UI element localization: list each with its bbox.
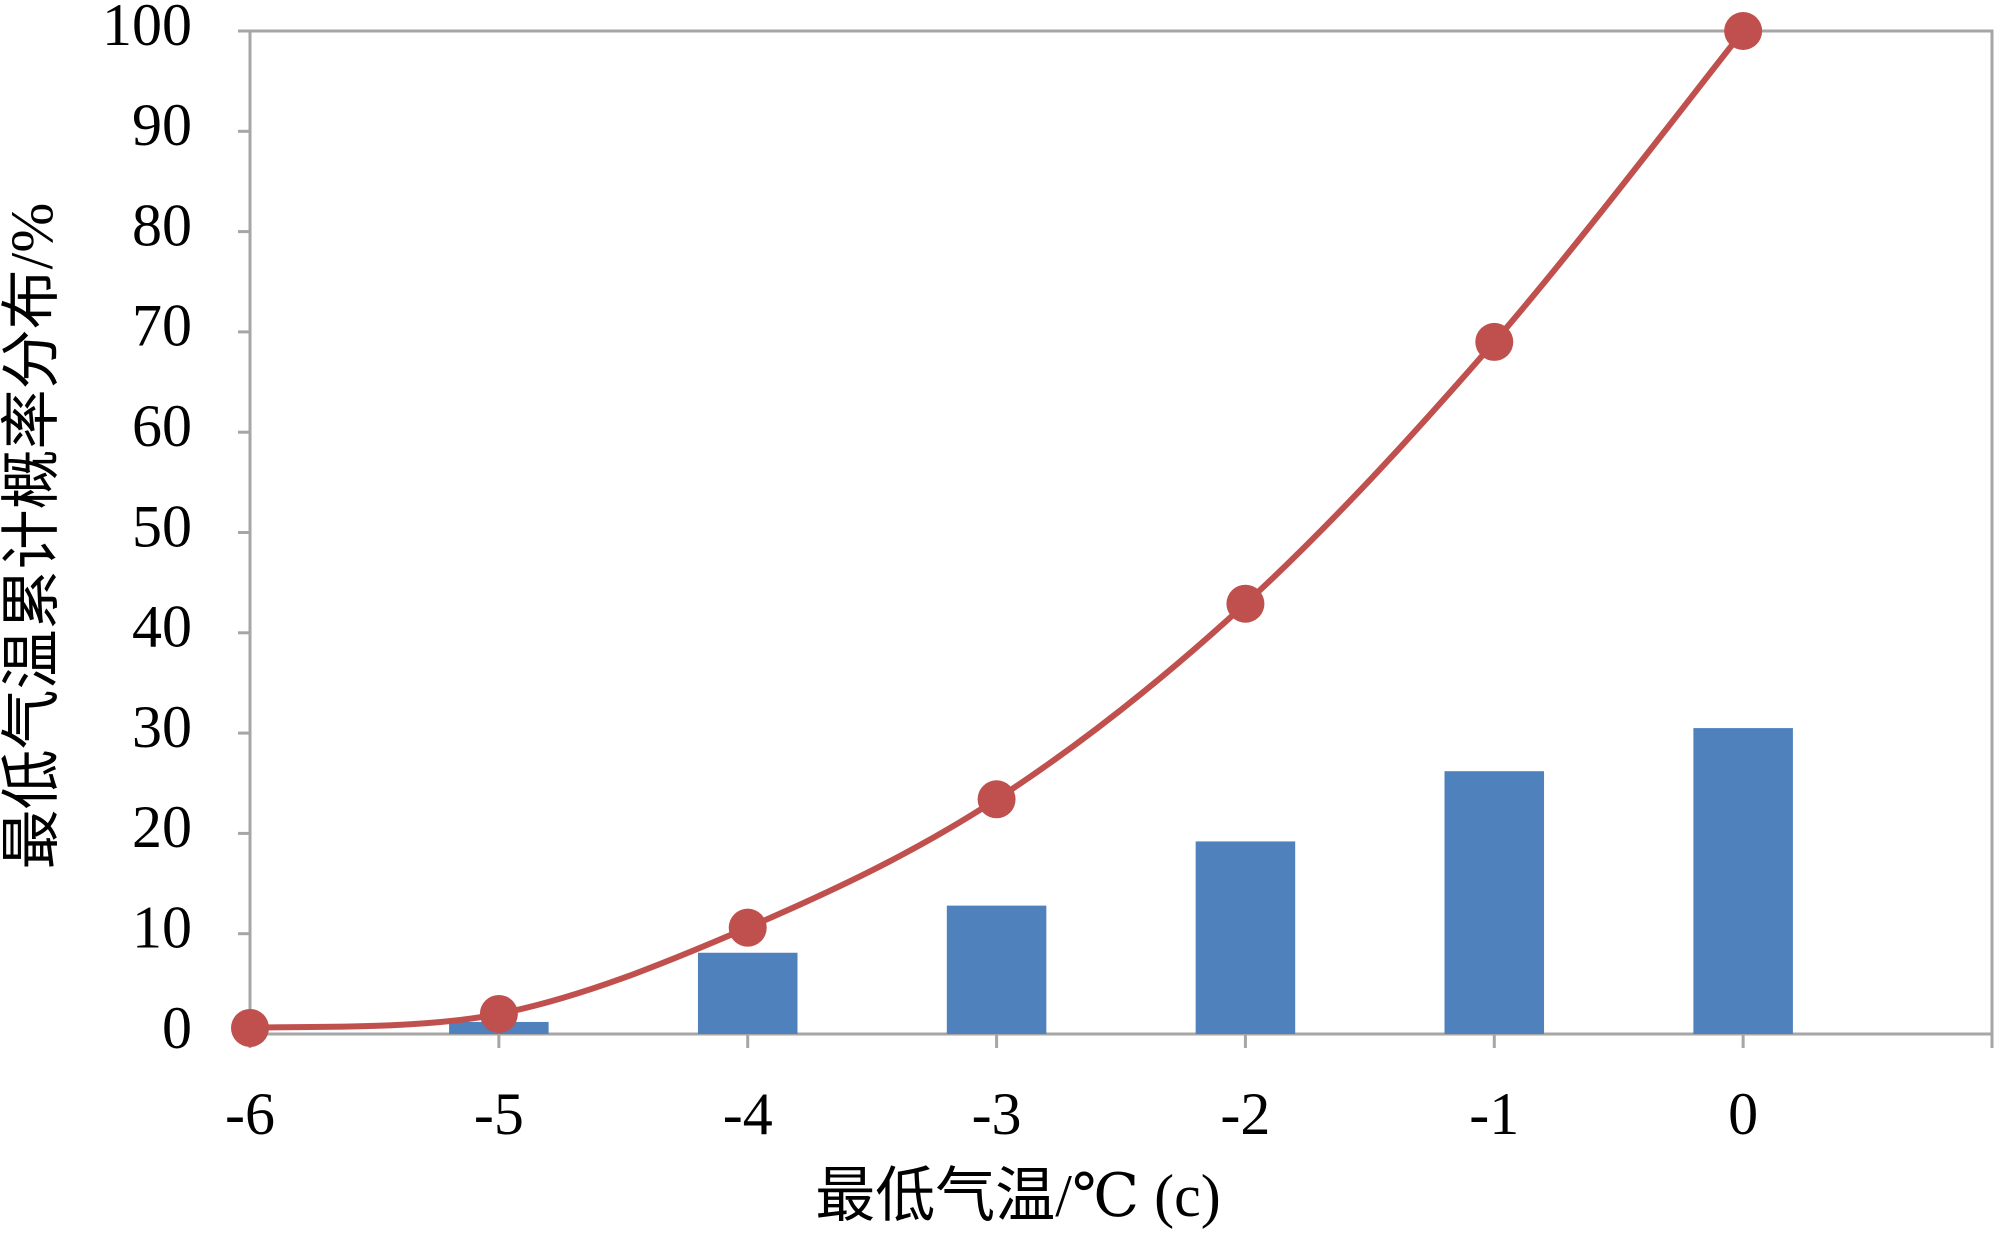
marker — [977, 780, 1016, 819]
bar — [946, 905, 1047, 1034]
y-tick-label: 30 — [132, 694, 192, 760]
bar — [697, 952, 798, 1034]
marker — [1724, 12, 1763, 50]
x-tick-label: -5 — [474, 1081, 524, 1147]
y-tick-label: 40 — [132, 594, 192, 660]
marker — [231, 1008, 269, 1047]
y-tick-label: 60 — [132, 393, 192, 459]
y-tick-label: 0 — [162, 995, 192, 1061]
marker — [1475, 322, 1514, 361]
x-tick-label: -6 — [225, 1081, 275, 1147]
bar — [1444, 771, 1545, 1034]
x-tick-label: -1 — [1469, 1081, 1519, 1147]
y-tick-label: 70 — [132, 293, 192, 359]
y-tick-label: 80 — [132, 192, 192, 258]
y-tick-label: 10 — [132, 894, 192, 960]
y-tick-label: 90 — [132, 92, 192, 158]
marker — [728, 908, 767, 947]
x-tick-label: 0 — [1728, 1081, 1758, 1147]
x-tick-label: -3 — [972, 1081, 1022, 1147]
x-axis-label: 最低气温/℃ (c) — [815, 1163, 1220, 1229]
bar — [1195, 841, 1296, 1034]
marker — [1226, 584, 1265, 623]
x-tick-label: -2 — [1220, 1081, 1270, 1147]
bar — [1693, 728, 1793, 1034]
marker — [479, 994, 518, 1033]
y-tick-label: 50 — [132, 493, 192, 559]
y-tick-label: 20 — [132, 794, 192, 860]
y-tick-label: 100 — [102, 0, 192, 58]
x-tick-label: -4 — [723, 1081, 773, 1147]
y-axis-label: 最低气温累计概率分布/% — [0, 203, 65, 870]
